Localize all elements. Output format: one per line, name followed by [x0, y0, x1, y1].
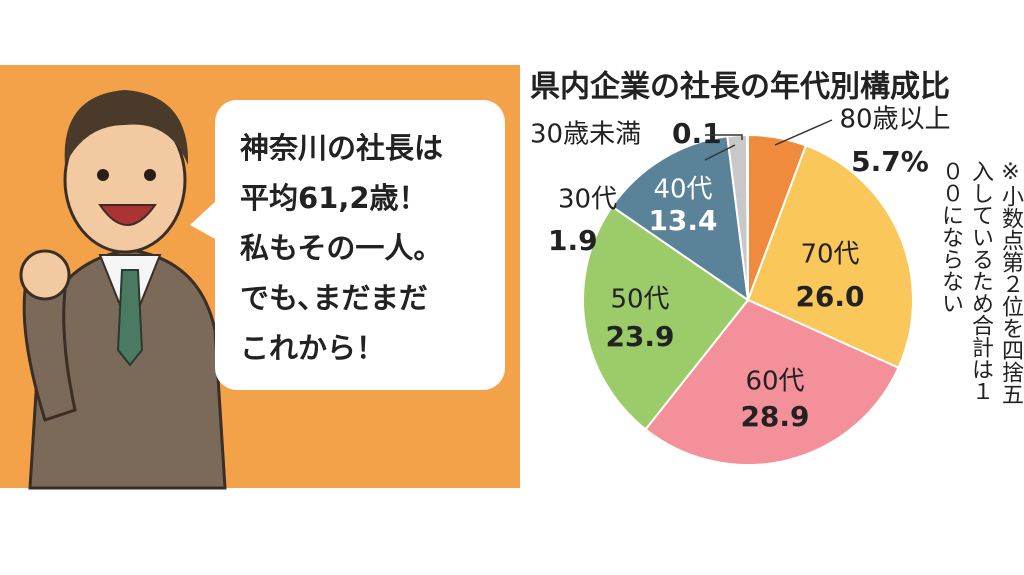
leader-line: [704, 144, 736, 161]
leader-line: [705, 134, 743, 140]
slice: [746, 144, 914, 370]
note: ※小数点第２位を四捨五入しているため合計は１００にならない: [938, 160, 1023, 405]
speech-line: これから！: [240, 331, 385, 365]
category-label: 70代: [800, 240, 859, 270]
slice: [582, 205, 750, 431]
speech-tail: [190, 200, 217, 240]
value-label: 28.9: [740, 400, 809, 433]
category-label: 30歳未満: [530, 120, 641, 150]
category-label: 80歳以上: [839, 105, 950, 135]
category-label: 60代: [745, 367, 804, 397]
category-label: 40代: [653, 175, 712, 205]
slice: [610, 135, 750, 303]
category-label: 50代: [610, 285, 669, 315]
leader-line: [774, 119, 833, 146]
category-label: 30代: [558, 185, 617, 215]
speech-bubble: [215, 100, 505, 390]
speech-line: 平均61,2歳！: [240, 181, 428, 215]
slice: [644, 298, 900, 466]
speech-line: 私もその一人。: [240, 231, 442, 265]
value-label: 5.7%: [851, 145, 929, 178]
value-label: 1.9: [548, 224, 598, 257]
value-label: 0.1: [672, 117, 722, 150]
value-label: 26.0: [795, 280, 864, 313]
value-label: 13.4: [648, 204, 717, 237]
speech-line: でも､まだまだ: [240, 281, 428, 315]
illustration: [19, 90, 227, 490]
value-label: 23.9: [605, 320, 674, 353]
chart-title: 県内企業の社長の年代別構成比: [530, 70, 950, 105]
speech-line: 神奈川の社長は: [240, 131, 443, 165]
slice: [745, 133, 749, 301]
